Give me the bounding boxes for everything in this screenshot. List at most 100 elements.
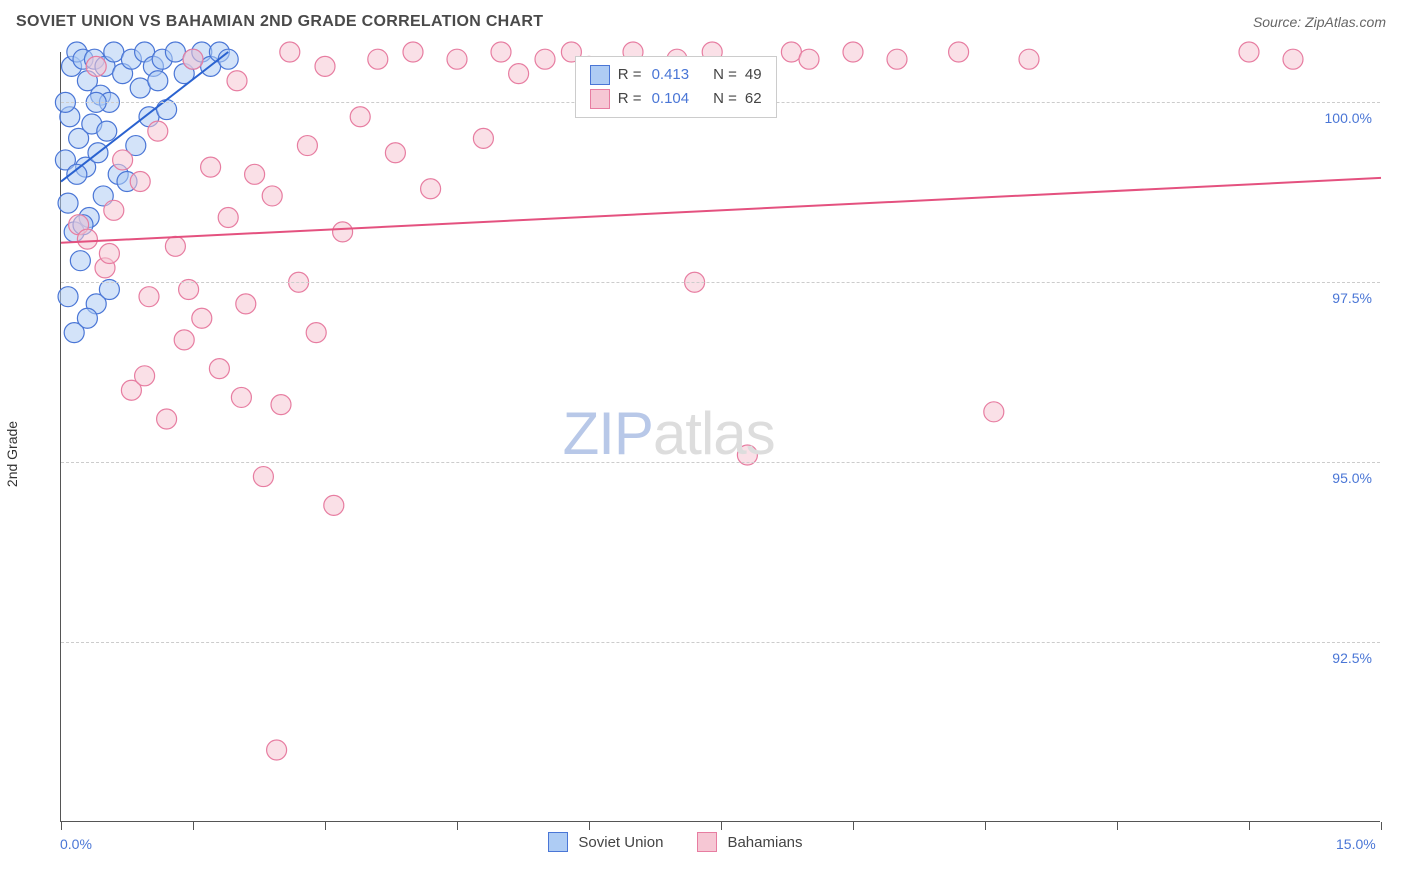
scatter-point xyxy=(491,42,511,62)
series-legend: Soviet Union Bahamians xyxy=(548,832,826,852)
scatter-point xyxy=(70,251,90,271)
scatter-point xyxy=(1239,42,1259,62)
scatter-point xyxy=(799,49,819,69)
scatter-point xyxy=(473,128,493,148)
y-tick-label: 95.0% xyxy=(1332,470,1372,486)
scatter-point xyxy=(231,387,251,407)
scatter-point xyxy=(271,395,291,415)
legend-series-label: Bahamians xyxy=(727,834,802,851)
x-max-label: 15.0% xyxy=(1336,836,1376,852)
scatter-point xyxy=(165,42,185,62)
y-tick-label: 97.5% xyxy=(1332,290,1372,306)
scatter-point xyxy=(887,49,907,69)
scatter-point xyxy=(245,164,265,184)
source-label: Source: ZipAtlas.com xyxy=(1253,14,1386,30)
x-tick xyxy=(61,822,62,830)
scatter-point xyxy=(949,42,969,62)
y-tick-label: 100.0% xyxy=(1325,110,1372,126)
scatter-point xyxy=(148,121,168,141)
legend-swatch-icon xyxy=(590,65,610,85)
correlation-legend: R = 0.413 N = 49 R = 0.104 N = 62 xyxy=(575,56,777,118)
x-tick xyxy=(589,822,590,830)
scatter-point xyxy=(130,78,150,98)
scatter-point xyxy=(139,287,159,307)
scatter-point xyxy=(280,42,300,62)
scatter-point xyxy=(183,49,203,69)
x-tick xyxy=(1249,822,1250,830)
x-min-label: 0.0% xyxy=(60,836,92,852)
scatter-point xyxy=(368,49,388,69)
scatter-point xyxy=(113,150,133,170)
scatter-point xyxy=(130,172,150,192)
scatter-point xyxy=(104,200,124,220)
scatter-point xyxy=(97,121,117,141)
scatter-point xyxy=(253,467,273,487)
scatter-point xyxy=(333,222,353,242)
scatter-svg xyxy=(61,52,1381,822)
scatter-point xyxy=(104,42,124,62)
scatter-point xyxy=(99,243,119,263)
scatter-point xyxy=(297,136,317,156)
scatter-point xyxy=(267,740,287,760)
legend-n-label: N = xyxy=(713,87,737,111)
scatter-point xyxy=(385,143,405,163)
gridline xyxy=(61,462,1380,463)
x-tick xyxy=(1117,822,1118,830)
scatter-point xyxy=(86,56,106,76)
legend-r-label: R = xyxy=(618,63,642,87)
scatter-point xyxy=(157,409,177,429)
x-tick xyxy=(985,822,986,830)
x-tick xyxy=(193,822,194,830)
x-tick xyxy=(325,822,326,830)
y-axis-label: 2nd Grade xyxy=(4,421,20,487)
scatter-point xyxy=(148,71,168,91)
scatter-point xyxy=(192,308,212,328)
x-tick xyxy=(721,822,722,830)
chart-header: SOVIET UNION VS BAHAMIAN 2ND GRADE CORRE… xyxy=(0,0,1406,44)
scatter-point xyxy=(1283,49,1303,69)
scatter-point xyxy=(306,323,326,343)
legend-r-value: 0.413 xyxy=(652,63,690,87)
x-tick xyxy=(1381,822,1382,830)
scatter-point xyxy=(77,308,97,328)
fit-line xyxy=(61,178,1381,243)
scatter-point xyxy=(135,366,155,386)
scatter-point xyxy=(165,236,185,256)
y-tick-label: 92.5% xyxy=(1332,650,1372,666)
legend-series-label: Soviet Union xyxy=(578,834,663,851)
scatter-point xyxy=(447,49,467,69)
chart-title: SOVIET UNION VS BAHAMIAN 2ND GRADE CORRE… xyxy=(16,13,543,31)
scatter-point xyxy=(262,186,282,206)
scatter-point xyxy=(58,193,78,213)
scatter-point xyxy=(236,294,256,314)
scatter-point xyxy=(1019,49,1039,69)
legend-row: R = 0.413 N = 49 xyxy=(590,63,762,87)
scatter-point xyxy=(77,229,97,249)
scatter-point xyxy=(843,42,863,62)
legend-n-value: 62 xyxy=(745,87,762,111)
legend-n-value: 49 xyxy=(745,63,762,87)
scatter-point xyxy=(174,330,194,350)
scatter-point xyxy=(421,179,441,199)
scatter-point xyxy=(201,157,221,177)
legend-swatch-icon xyxy=(697,832,717,852)
scatter-point xyxy=(58,287,78,307)
legend-swatch-icon xyxy=(548,832,568,852)
x-tick xyxy=(853,822,854,830)
scatter-point xyxy=(315,56,335,76)
scatter-point xyxy=(509,64,529,84)
plot-area: ZIPatlas 100.0%97.5%95.0%92.5% xyxy=(60,52,1380,822)
legend-n-label: N = xyxy=(713,63,737,87)
scatter-point xyxy=(781,42,801,62)
scatter-point xyxy=(209,359,229,379)
x-tick xyxy=(457,822,458,830)
scatter-point xyxy=(350,107,370,127)
legend-r-label: R = xyxy=(618,87,642,111)
scatter-point xyxy=(324,495,344,515)
legend-r-value: 0.104 xyxy=(652,87,690,111)
scatter-point xyxy=(227,71,247,91)
scatter-point xyxy=(535,49,555,69)
legend-swatch-icon xyxy=(590,89,610,109)
scatter-point xyxy=(403,42,423,62)
gridline xyxy=(61,642,1380,643)
